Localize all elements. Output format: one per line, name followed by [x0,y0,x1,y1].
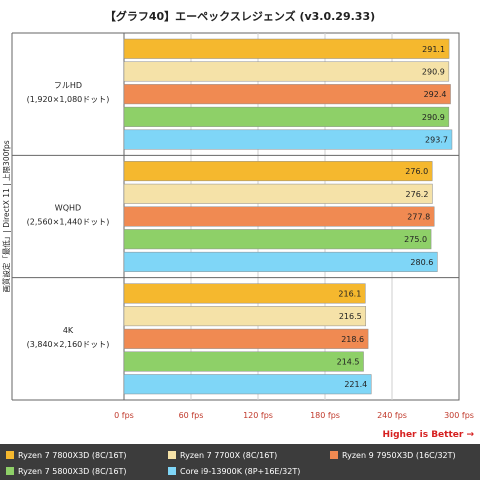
data-label: 216.1 [338,289,361,298]
data-label: 276.2 [406,190,429,199]
bar [123,229,432,250]
chart-title: 【グラフ40】エーペックスレジェンズ (v3.0.29.33) [105,9,375,23]
bar [123,161,433,182]
category-sublabel: (2,560×1,440ドット) [27,218,110,227]
data-label: 218.6 [341,335,364,344]
bar [123,38,450,59]
bar [123,306,367,327]
legend-swatch [168,451,176,459]
bar [123,283,366,304]
x-axis-ticks: 0 fps 60 fps 120 fps 180 fps 240 fps 300 fps [114,411,474,420]
bar [123,106,450,127]
x-tick-label: 60 fps [179,411,204,420]
x-tick-label: 180 fps [310,411,340,420]
legend-swatch [168,467,176,475]
bar [123,351,364,372]
legend-swatch [6,451,14,459]
legend-entry: Core i9-13900K (8P+16E/32T) [180,467,300,476]
legend-swatch [330,451,338,459]
bar [123,206,435,227]
data-label: 214.5 [337,358,360,367]
category-label: フルHD [54,81,82,90]
bars: 291.1 290.9 292.4 290.9 293.7 276.0 276.2 277.8… [123,38,453,395]
data-label: 275.0 [404,235,427,244]
x-tick-label: 120 fps [243,411,273,420]
x-tick-label: 240 fps [377,411,407,420]
bar [123,129,453,150]
y-axis-label: 画質設定「最低」| DirectX 11 | 上限300fps [1,140,11,292]
data-label: 216.5 [339,312,362,321]
data-label: 276.0 [405,167,428,176]
legend-background [0,444,480,480]
legend: Ryzen 7 7800X3D (8C/16T) Ryzen 7 7700X (8… [0,444,480,480]
data-label: 291.1 [422,45,445,54]
bar [123,61,450,82]
category-label: WQHD [55,204,81,213]
legend-entry: Ryzen 7 7700X (8C/16T) [180,451,277,460]
data-label: 221.4 [344,380,367,389]
bar [123,84,451,105]
category-sublabel: (3,840×2,160ドット) [27,340,110,349]
legend-entry: Ryzen 7 7800X3D (8C/16T) [18,451,127,460]
x-tick-label: 300 fps [444,411,474,420]
data-label: 290.9 [422,67,445,76]
data-label: 277.8 [407,213,430,222]
legend-entry: Ryzen 7 5800X3D (8C/16T) [18,467,127,476]
bar [123,374,372,395]
x-tick-label: 0 fps [114,411,134,420]
data-label: 293.7 [425,136,448,145]
data-label: 292.4 [424,90,447,99]
bar [123,183,433,204]
category-label: 4K [63,326,74,335]
bar [123,328,369,349]
category-sublabel: (1,920×1,080ドット) [27,95,110,104]
bar [123,251,438,272]
data-label: 290.9 [422,113,445,122]
category-labels: フルHD (1,920×1,080ドット) WQHD (2,560×1,440ドット)… [27,81,110,349]
legend-swatch [6,467,14,475]
higher-is-better-note: Higher is Better → [382,430,474,440]
data-label: 280.6 [410,258,433,267]
legend-entry: Ryzen 9 7950X3D (16C/32T) [342,451,456,460]
